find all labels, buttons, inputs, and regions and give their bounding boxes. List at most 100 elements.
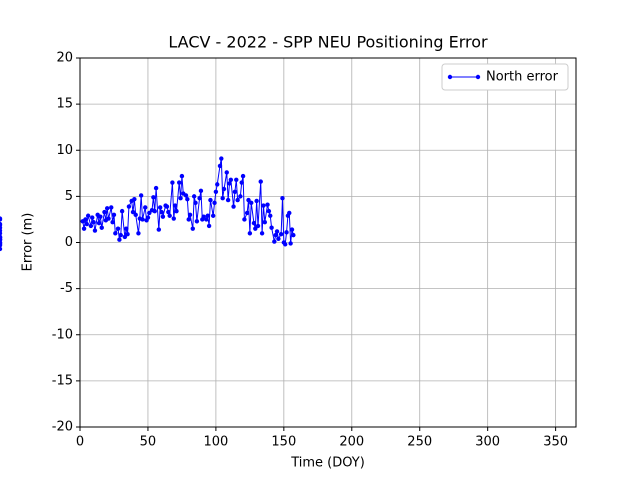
data-point (261, 203, 266, 208)
data-point (124, 226, 129, 231)
data-point (106, 216, 111, 221)
data-point (231, 204, 236, 209)
legend-marker (447, 74, 453, 80)
data-point (109, 205, 114, 210)
data-point (210, 213, 216, 218)
data-point (81, 226, 87, 231)
data-point (239, 180, 244, 185)
data-point (190, 226, 195, 231)
data-point (268, 213, 273, 218)
x-tick-label: 0 (76, 435, 84, 450)
y-tick-label: 5 (65, 189, 73, 204)
data-point (265, 202, 270, 207)
data-point (215, 182, 220, 187)
data-point (282, 242, 288, 247)
data-point (126, 204, 132, 209)
data-point (92, 228, 98, 233)
data-point (85, 213, 91, 218)
data-point (99, 225, 104, 230)
data-point (228, 177, 234, 182)
data-point (132, 196, 137, 202)
data-point (130, 209, 136, 215)
data-point (0, 246, 3, 252)
x-tick-label: 350 (543, 435, 568, 450)
data-point (272, 239, 277, 244)
data-point (276, 236, 281, 242)
data-point (197, 196, 202, 201)
data-point (115, 226, 121, 231)
data-point (84, 221, 89, 227)
data-point (193, 200, 198, 206)
x-tick-label: 200 (339, 435, 364, 450)
y-axis-label: Error (m) (21, 213, 36, 272)
data-point (159, 209, 164, 215)
data-point (219, 156, 224, 161)
data-point (177, 180, 182, 185)
data-point (206, 223, 212, 229)
data-point (125, 231, 130, 237)
y-tick-label: -5 (60, 281, 73, 296)
data-point (242, 217, 247, 222)
data-point (88, 223, 94, 229)
data-point (111, 212, 117, 218)
data-point (194, 219, 200, 224)
data-point (178, 196, 183, 201)
data-point (183, 193, 189, 198)
data-point (251, 220, 257, 226)
data-point (90, 215, 95, 220)
legend-marker (475, 74, 481, 80)
data-point (234, 177, 239, 182)
data-point (191, 194, 197, 199)
y-tick-label: 0 (65, 235, 73, 250)
data-point (208, 197, 213, 203)
data-point (238, 194, 243, 199)
data-point (280, 196, 285, 201)
data-point (0, 240, 3, 245)
data-point (102, 209, 107, 215)
data-point (104, 206, 110, 211)
data-point (254, 198, 259, 204)
data-point (258, 179, 263, 184)
data-point (157, 205, 163, 210)
data-point (235, 197, 240, 203)
data-point (117, 237, 122, 242)
data-point (269, 225, 274, 230)
data-point (156, 227, 162, 232)
data-point (110, 220, 115, 225)
data-point (152, 208, 157, 214)
data-point (262, 220, 268, 225)
data-point (185, 196, 190, 202)
data-point (147, 210, 152, 216)
data-point (151, 195, 156, 200)
data-point (143, 205, 148, 210)
data-point (118, 232, 123, 238)
x-tick-label: 250 (407, 435, 432, 450)
data-point (187, 212, 193, 218)
data-point (240, 173, 246, 179)
data-point (83, 217, 88, 222)
y-tick-label: -10 (52, 327, 73, 342)
data-point (145, 215, 151, 220)
data-point (133, 212, 138, 218)
data-point (138, 193, 144, 198)
data-point (244, 210, 250, 216)
data-point (186, 217, 191, 222)
data-point (153, 185, 159, 191)
data-point (221, 186, 227, 192)
data-point (247, 231, 253, 236)
data-point (179, 173, 185, 179)
data-point (212, 200, 217, 206)
data-point (287, 210, 292, 216)
data-point (136, 231, 141, 236)
data-point (253, 226, 258, 231)
data-point (255, 223, 261, 229)
data-point (217, 163, 223, 169)
data-point (171, 216, 176, 221)
data-point (246, 197, 251, 203)
chart-title: LACV - 2022 - SPP NEU Positioning Error (168, 33, 488, 52)
data-point (278, 231, 284, 237)
data-point (0, 222, 3, 228)
y-tick-label: -20 (52, 420, 73, 435)
data-point (172, 203, 178, 208)
data-point (213, 189, 219, 194)
